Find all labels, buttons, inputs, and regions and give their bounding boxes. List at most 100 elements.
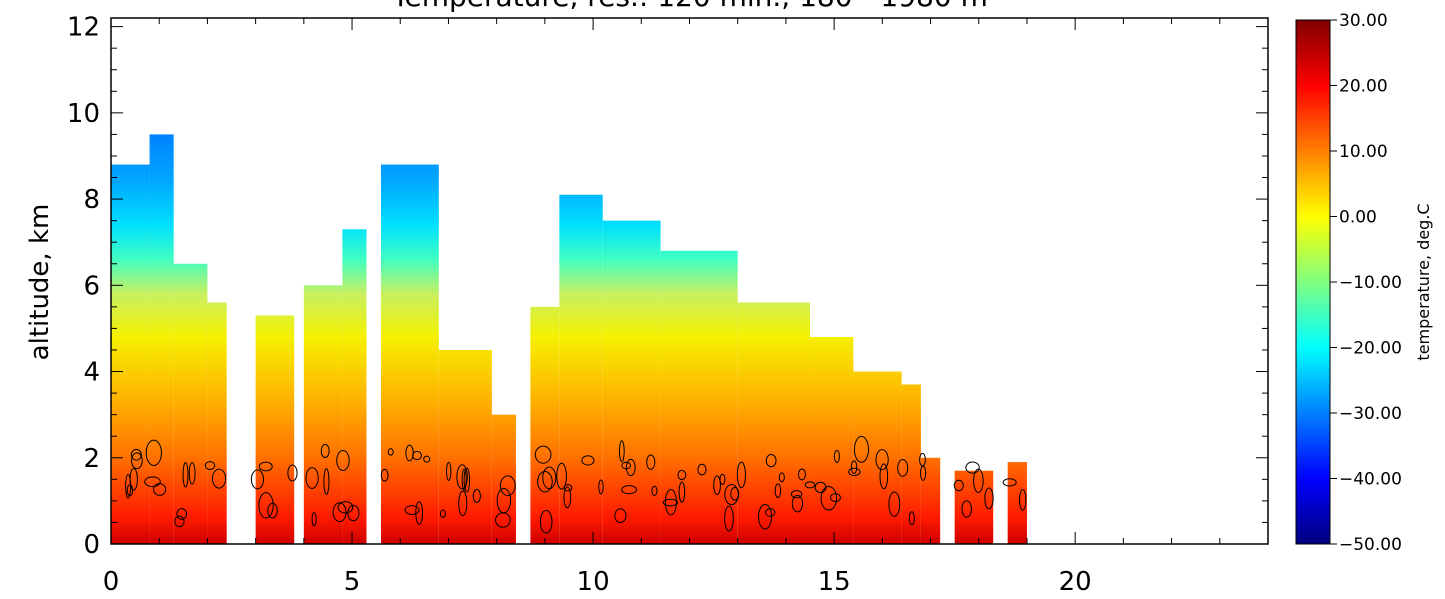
contour-line (908, 511, 915, 526)
y-tick-label: 12 (67, 13, 100, 43)
contour-line (415, 501, 424, 525)
contour-line (563, 484, 573, 492)
contour-line (820, 486, 838, 511)
contour-line (332, 502, 347, 523)
x-tick-label: 10 (577, 567, 610, 597)
colorbar-tick-label: −40.00 (1339, 470, 1402, 490)
contour-line (953, 479, 964, 492)
contour-line (765, 508, 776, 517)
contour-line (287, 464, 298, 482)
contour-line (176, 508, 188, 520)
contour-line (730, 486, 740, 501)
contour-line (496, 488, 512, 514)
contour-line (614, 508, 627, 524)
profile-column-3 (207, 302, 227, 544)
contour-line (250, 469, 265, 490)
x-tick-label: 0 (103, 567, 120, 597)
profile-column-8 (438, 349, 492, 544)
colorbar-tick-label: 0.00 (1339, 208, 1377, 228)
contour-line (664, 489, 677, 516)
profile-column-5 (303, 285, 343, 544)
contour-line (621, 485, 638, 495)
contour-line (1002, 478, 1017, 487)
colorbar (1295, 19, 1331, 545)
contour-line (853, 435, 870, 463)
profile-column-9 (491, 414, 516, 544)
profile-column-7 (380, 164, 439, 544)
contour-line (646, 454, 656, 470)
contour-line (423, 455, 431, 463)
contour-line (456, 464, 468, 490)
profile-column-6 (342, 229, 367, 544)
contour-line (556, 462, 567, 490)
contour-line (380, 468, 389, 482)
contour-line (651, 485, 658, 496)
contour-line (719, 473, 726, 485)
profile-column-16 (853, 371, 902, 544)
profile-column-20 (1007, 462, 1027, 544)
y-tick-label: 6 (83, 271, 100, 301)
colorbar-tick-label: −20.00 (1339, 339, 1402, 359)
contour-line (131, 452, 143, 470)
y-axis: 0 2 4 6 8 10 12 (67, 13, 1268, 560)
contour-line (144, 476, 161, 488)
contour-line (790, 490, 803, 499)
contour-line (182, 462, 189, 488)
contour-line (204, 461, 216, 470)
contour-line (774, 483, 782, 499)
contour-line (598, 479, 604, 495)
profile-column-4 (255, 315, 295, 544)
contour-line (337, 501, 354, 514)
contour-lines (125, 435, 1027, 534)
contour-line (697, 463, 707, 476)
contour-line (797, 468, 806, 481)
contour-line (678, 481, 686, 503)
profile-column-15 (810, 337, 854, 544)
contour-line (439, 509, 446, 518)
contour-line (174, 515, 185, 528)
colorbar-tick-label: 10.00 (1339, 142, 1388, 162)
y-tick-label: 8 (83, 185, 100, 215)
contour-line (446, 461, 452, 481)
profile-column-11 (559, 194, 603, 544)
contour-line (625, 458, 636, 477)
colorbar-tick-label: −30.00 (1339, 404, 1402, 424)
contour-line (984, 487, 994, 510)
contour-line (499, 475, 516, 496)
contour-line (412, 450, 422, 461)
contour-line (267, 502, 278, 519)
contour-line (961, 500, 972, 518)
y-tick-label: 10 (67, 99, 100, 129)
y-axis-title: altitude, km (25, 204, 55, 361)
y-tick-label: 4 (83, 358, 100, 388)
contour-line (387, 448, 394, 456)
contour-line (188, 462, 196, 485)
contour-line (888, 491, 901, 517)
x-tick-label: 15 (818, 567, 851, 597)
contour-line (897, 459, 909, 477)
profile-column-1 (149, 134, 174, 544)
contour-line (875, 449, 889, 471)
x-tick-label: 5 (344, 567, 361, 597)
contour-line (461, 468, 467, 491)
contour-line (677, 469, 687, 481)
contour-line (311, 512, 317, 527)
contour-line (765, 454, 777, 468)
contour-line (537, 470, 553, 493)
colorbar-ticks: 30.00 20.00 10.00 0.00 −10.00 −20.00 −30.00 −40… (1330, 11, 1402, 555)
y-tick-label: 0 (83, 530, 100, 560)
contour-line (581, 455, 595, 466)
contour-line (542, 466, 557, 490)
profile-column-14 (737, 302, 811, 544)
contour-line (973, 468, 984, 493)
colorbar-title: temperature, deg.C (1414, 203, 1433, 360)
profile-column-2 (173, 263, 208, 544)
contour-line (758, 504, 773, 530)
contour-line (145, 439, 162, 467)
contour-line (804, 481, 816, 489)
contour-line (258, 492, 274, 519)
profile-column-10 (530, 306, 560, 544)
profile-column-12 (602, 220, 661, 544)
contour-line (336, 449, 350, 471)
